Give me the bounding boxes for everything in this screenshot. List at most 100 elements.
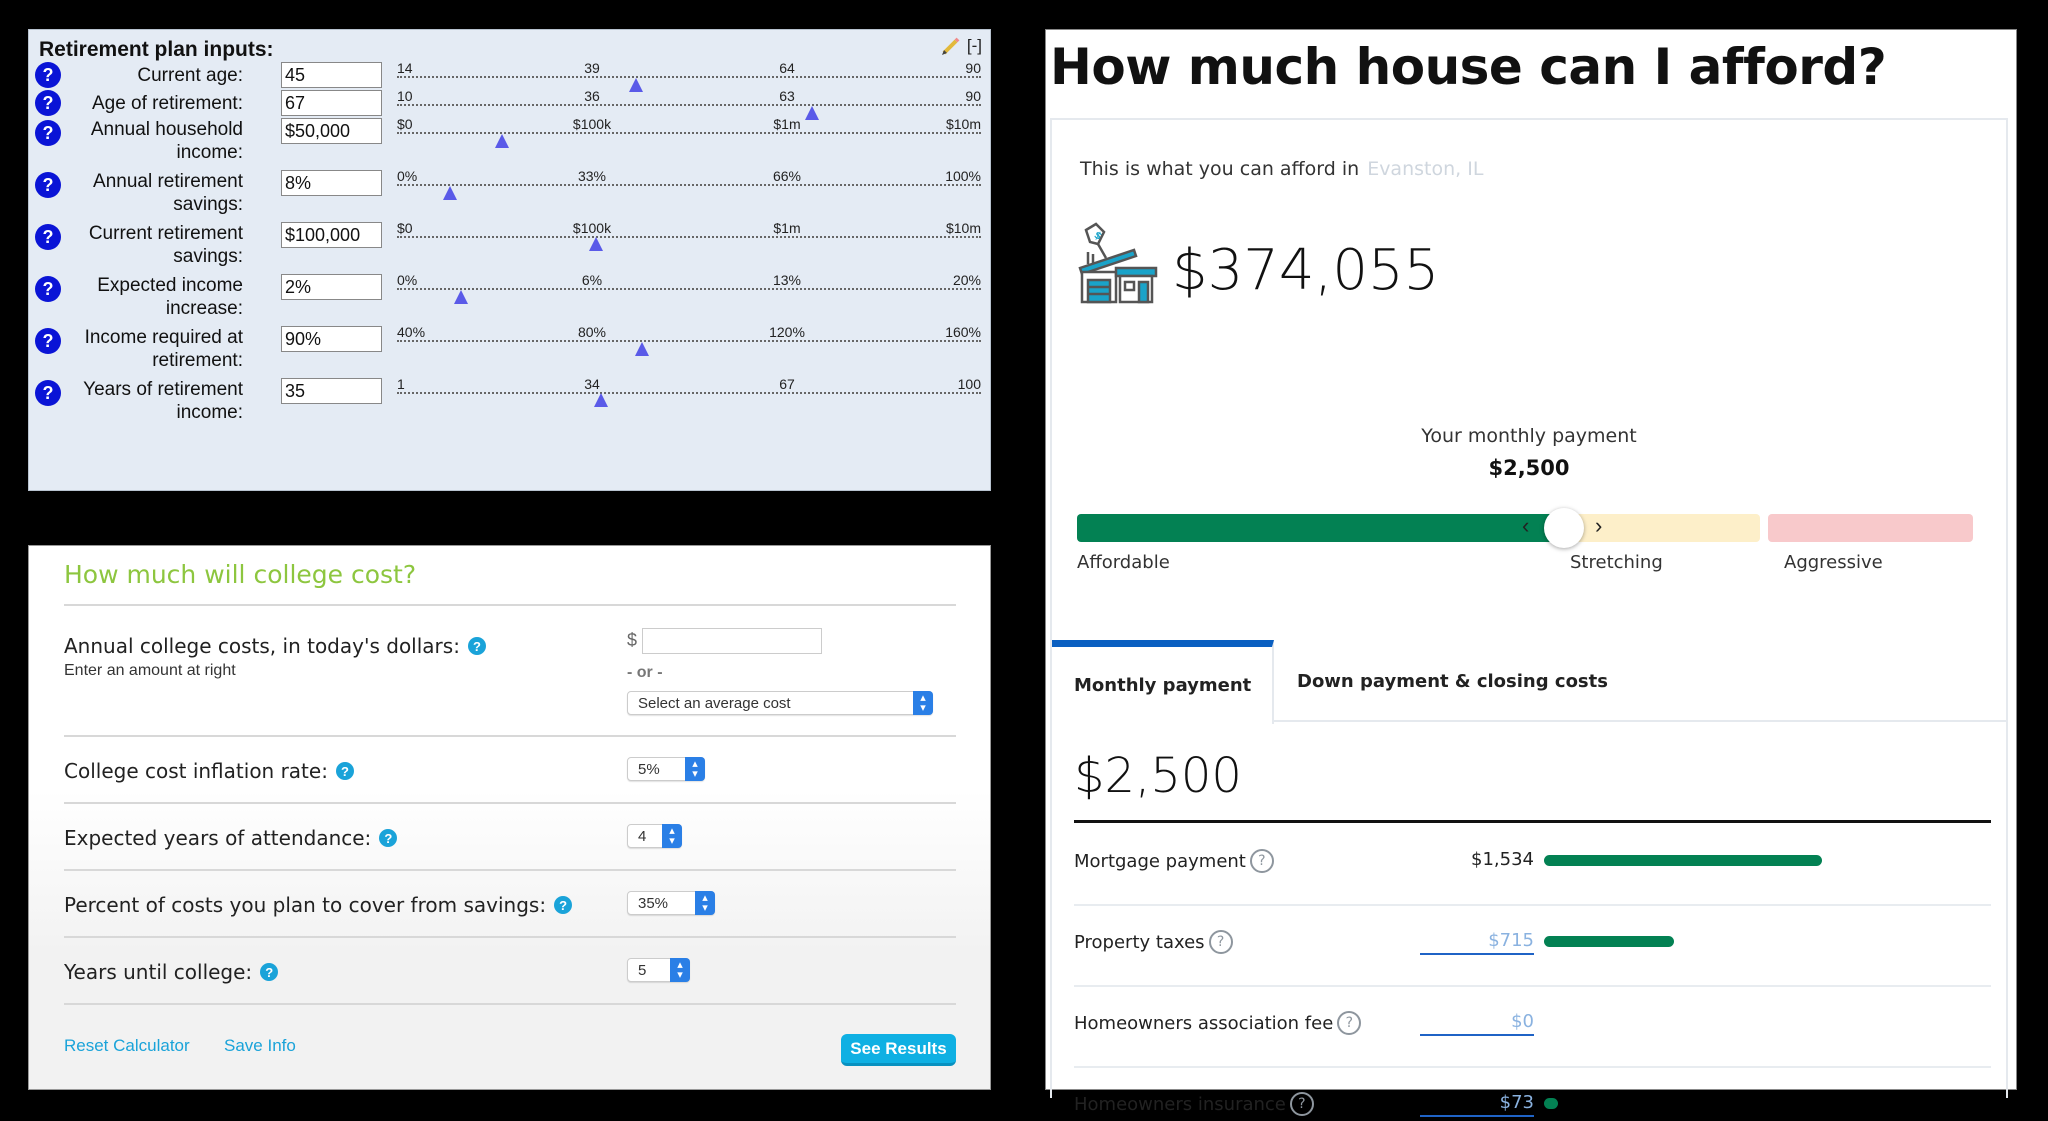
slider-tick-label: 100 bbox=[957, 376, 981, 392]
slider-tick-label: $1m bbox=[773, 220, 801, 236]
total-rule bbox=[1074, 820, 1991, 823]
college-field-select[interactable]: 35% ▴ ▾ bbox=[627, 891, 715, 915]
retirement-field-label: Current age: bbox=[137, 65, 243, 86]
tab-down-payment[interactable]: Down payment & closing costs bbox=[1297, 670, 1608, 692]
slider-tick-label: 39 bbox=[584, 60, 600, 76]
range-slider-track[interactable] bbox=[397, 76, 981, 78]
retirement-field-input[interactable] bbox=[281, 90, 382, 116]
slider-tick-label: 0% bbox=[397, 272, 418, 288]
divider bbox=[64, 604, 956, 606]
annual-costs-label: Annual college costs, in today's dollars… bbox=[64, 634, 486, 658]
line-item-amount[interactable]: $715 bbox=[1420, 930, 1534, 955]
help-icon[interactable]: ? bbox=[35, 172, 61, 198]
range-slider-track[interactable] bbox=[397, 184, 981, 186]
collapse-toggle[interactable]: [-] bbox=[966, 36, 982, 55]
help-icon[interactable]: ? bbox=[1289, 1092, 1314, 1116]
slider-marker-icon[interactable] bbox=[635, 342, 650, 356]
house-for-sale-icon: $ bbox=[1078, 222, 1158, 304]
college-panel-title: How much will college cost? bbox=[64, 560, 417, 589]
slider-marker-icon[interactable] bbox=[588, 237, 603, 251]
annual-costs-sublabel: Enter an amount at right bbox=[64, 662, 236, 679]
slider-tick-label: 36 bbox=[584, 88, 600, 104]
help-icon[interactable]: ? bbox=[467, 637, 486, 655]
slider-marker-icon[interactable] bbox=[495, 134, 510, 148]
line-item-label: Mortgage payment? bbox=[1074, 849, 1274, 873]
slider-tick-label: $1m bbox=[773, 116, 801, 132]
range-slider-track[interactable] bbox=[397, 132, 981, 134]
retirement-field-input[interactable] bbox=[281, 170, 382, 196]
slider-tick-label: 13% bbox=[772, 272, 802, 288]
slider-tick-label: 100% bbox=[945, 168, 981, 184]
pencil-edit-icon[interactable] bbox=[941, 36, 961, 56]
help-icon[interactable]: ? bbox=[35, 276, 61, 302]
slider-marker-icon[interactable] bbox=[629, 78, 644, 92]
college-field-select[interactable]: 5% ▴ ▾ bbox=[627, 757, 705, 781]
or-separator: - or - bbox=[627, 664, 663, 681]
help-icon[interactable]: ? bbox=[1208, 930, 1233, 954]
retirement-field-input[interactable] bbox=[281, 274, 382, 300]
college-field-select-value: 35% bbox=[638, 894, 669, 912]
college-field-select[interactable]: 5 ▴ ▾ bbox=[627, 958, 690, 982]
college-field-label-text: Years until college: bbox=[64, 960, 253, 984]
afford-prefix: This is what you can afford in bbox=[1080, 158, 1360, 180]
help-icon[interactable]: ? bbox=[35, 224, 61, 250]
slider-marker-icon[interactable] bbox=[804, 106, 819, 120]
payment-line-item: Homeowners insurance? $73 bbox=[1074, 1068, 1991, 1121]
retirement-field-input[interactable] bbox=[281, 326, 382, 352]
college-field-select[interactable]: 4 ▴ ▾ bbox=[627, 824, 682, 848]
help-icon[interactable]: ? bbox=[1249, 849, 1274, 873]
help-icon[interactable]: ? bbox=[35, 62, 61, 88]
line-item-bar bbox=[1544, 936, 1674, 947]
range-slider-track[interactable] bbox=[397, 104, 981, 106]
help-icon[interactable]: ? bbox=[260, 963, 279, 981]
help-icon[interactable]: ? bbox=[379, 829, 398, 847]
retirement-field-input[interactable] bbox=[281, 378, 382, 404]
slider-tick-label: 20% bbox=[952, 272, 981, 288]
slider-tick-label: 67 bbox=[779, 376, 795, 392]
aggressive-range[interactable] bbox=[1768, 514, 1973, 542]
range-slider-track[interactable] bbox=[397, 236, 981, 238]
line-item-amount[interactable]: $0 bbox=[1420, 1011, 1534, 1036]
help-icon[interactable]: ? bbox=[1337, 1011, 1362, 1035]
annual-costs-label-text: Annual college costs, in today's dollars… bbox=[64, 634, 460, 658]
see-results-button[interactable]: See Results bbox=[841, 1034, 956, 1066]
affordable-range[interactable] bbox=[1077, 514, 1567, 542]
line-item-bar bbox=[1544, 855, 1822, 866]
select-arrows-icon: ▴ ▾ bbox=[685, 757, 705, 781]
retirement-field-input[interactable] bbox=[281, 62, 382, 88]
help-icon[interactable]: ? bbox=[35, 328, 61, 354]
retirement-field-label: Annual household income: bbox=[90, 119, 243, 163]
location-link[interactable]: Evanston, IL bbox=[1367, 158, 1484, 180]
retirement-field-input[interactable] bbox=[281, 222, 382, 248]
retirement-input-row: ? Annual retirement savings: 0% 33% 66% 100% bbox=[29, 168, 990, 224]
select-arrows-icon: ▴ ▾ bbox=[670, 958, 690, 982]
line-item-label-text: Mortgage payment bbox=[1074, 850, 1246, 872]
slider-marker-icon[interactable] bbox=[594, 393, 609, 407]
help-icon[interactable]: ? bbox=[35, 90, 61, 116]
line-item-amount[interactable]: $73 bbox=[1420, 1092, 1534, 1117]
college-field-select-value: 5 bbox=[638, 961, 647, 979]
retirement-input-row: ? Expected income increase: 0% 6% 13% 20% bbox=[29, 272, 990, 328]
retirement-field-input[interactable] bbox=[281, 118, 382, 144]
slider-marker-icon[interactable] bbox=[454, 290, 469, 304]
range-slider-track[interactable] bbox=[397, 288, 981, 290]
save-info-link[interactable]: Save Info bbox=[224, 1036, 296, 1055]
help-icon[interactable]: ? bbox=[35, 380, 61, 406]
help-icon[interactable]: ? bbox=[554, 896, 573, 914]
help-icon[interactable]: ? bbox=[335, 762, 354, 780]
tab-monthly-payment[interactable]: Monthly payment bbox=[1052, 640, 1274, 724]
payment-slider-handle[interactable] bbox=[1544, 508, 1584, 548]
slider-tick-label: $0 bbox=[397, 116, 413, 132]
divider bbox=[64, 869, 956, 871]
range-slider-track[interactable] bbox=[397, 392, 981, 394]
divider bbox=[64, 1003, 956, 1005]
help-icon[interactable]: ? bbox=[35, 120, 61, 146]
slider-tick-label: 80% bbox=[577, 324, 607, 340]
range-slider-track[interactable] bbox=[397, 340, 981, 342]
retirement-field-label: Years of retirement income: bbox=[83, 379, 243, 423]
slider-marker-icon[interactable] bbox=[442, 186, 457, 200]
retirement-field-label: Expected income increase: bbox=[97, 275, 243, 319]
annual-cost-input[interactable] bbox=[642, 628, 822, 654]
reset-calculator-link[interactable]: Reset Calculator bbox=[64, 1036, 190, 1055]
average-cost-select[interactable]: Select an average cost ▴ ▾ bbox=[627, 691, 933, 715]
